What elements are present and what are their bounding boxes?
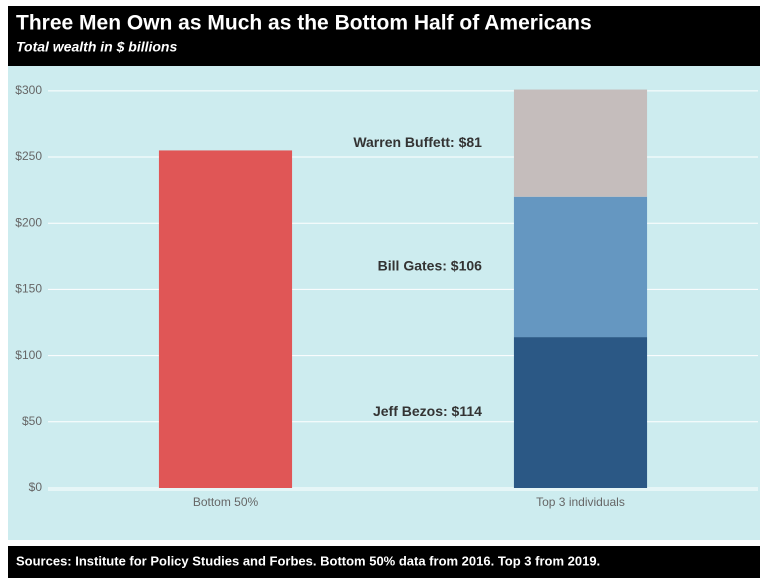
y-tick-label: $50	[22, 414, 42, 428]
y-tick-label: $200	[15, 215, 42, 229]
y-tick-label: $300	[15, 83, 42, 97]
bar-segment	[513, 337, 648, 488]
bar-segment	[513, 196, 648, 338]
data-label: Jeff Bezos: $114	[373, 403, 482, 419]
y-tick-label: $250	[15, 149, 42, 163]
y-tick-label: $0	[29, 480, 43, 494]
bar-segment	[158, 150, 293, 488]
chart-title: Three Men Own as Much as the Bottom Half…	[16, 12, 592, 35]
data-label: Bill Gates: $106	[378, 258, 482, 274]
footer-band	[8, 546, 760, 578]
y-tick-label: $100	[15, 348, 42, 362]
bar-segment	[513, 89, 648, 197]
y-tick-label: $150	[15, 282, 42, 296]
x-tick-label: Top 3 individuals	[536, 495, 625, 509]
x-tick-label: Bottom 50%	[193, 495, 259, 509]
chart-subtitle: Total wealth in $ billions	[16, 39, 177, 55]
header-band	[8, 6, 760, 66]
data-label: Warren Buffett: $81	[353, 134, 482, 150]
source-note: Sources: Institute for Policy Studies an…	[16, 553, 600, 568]
